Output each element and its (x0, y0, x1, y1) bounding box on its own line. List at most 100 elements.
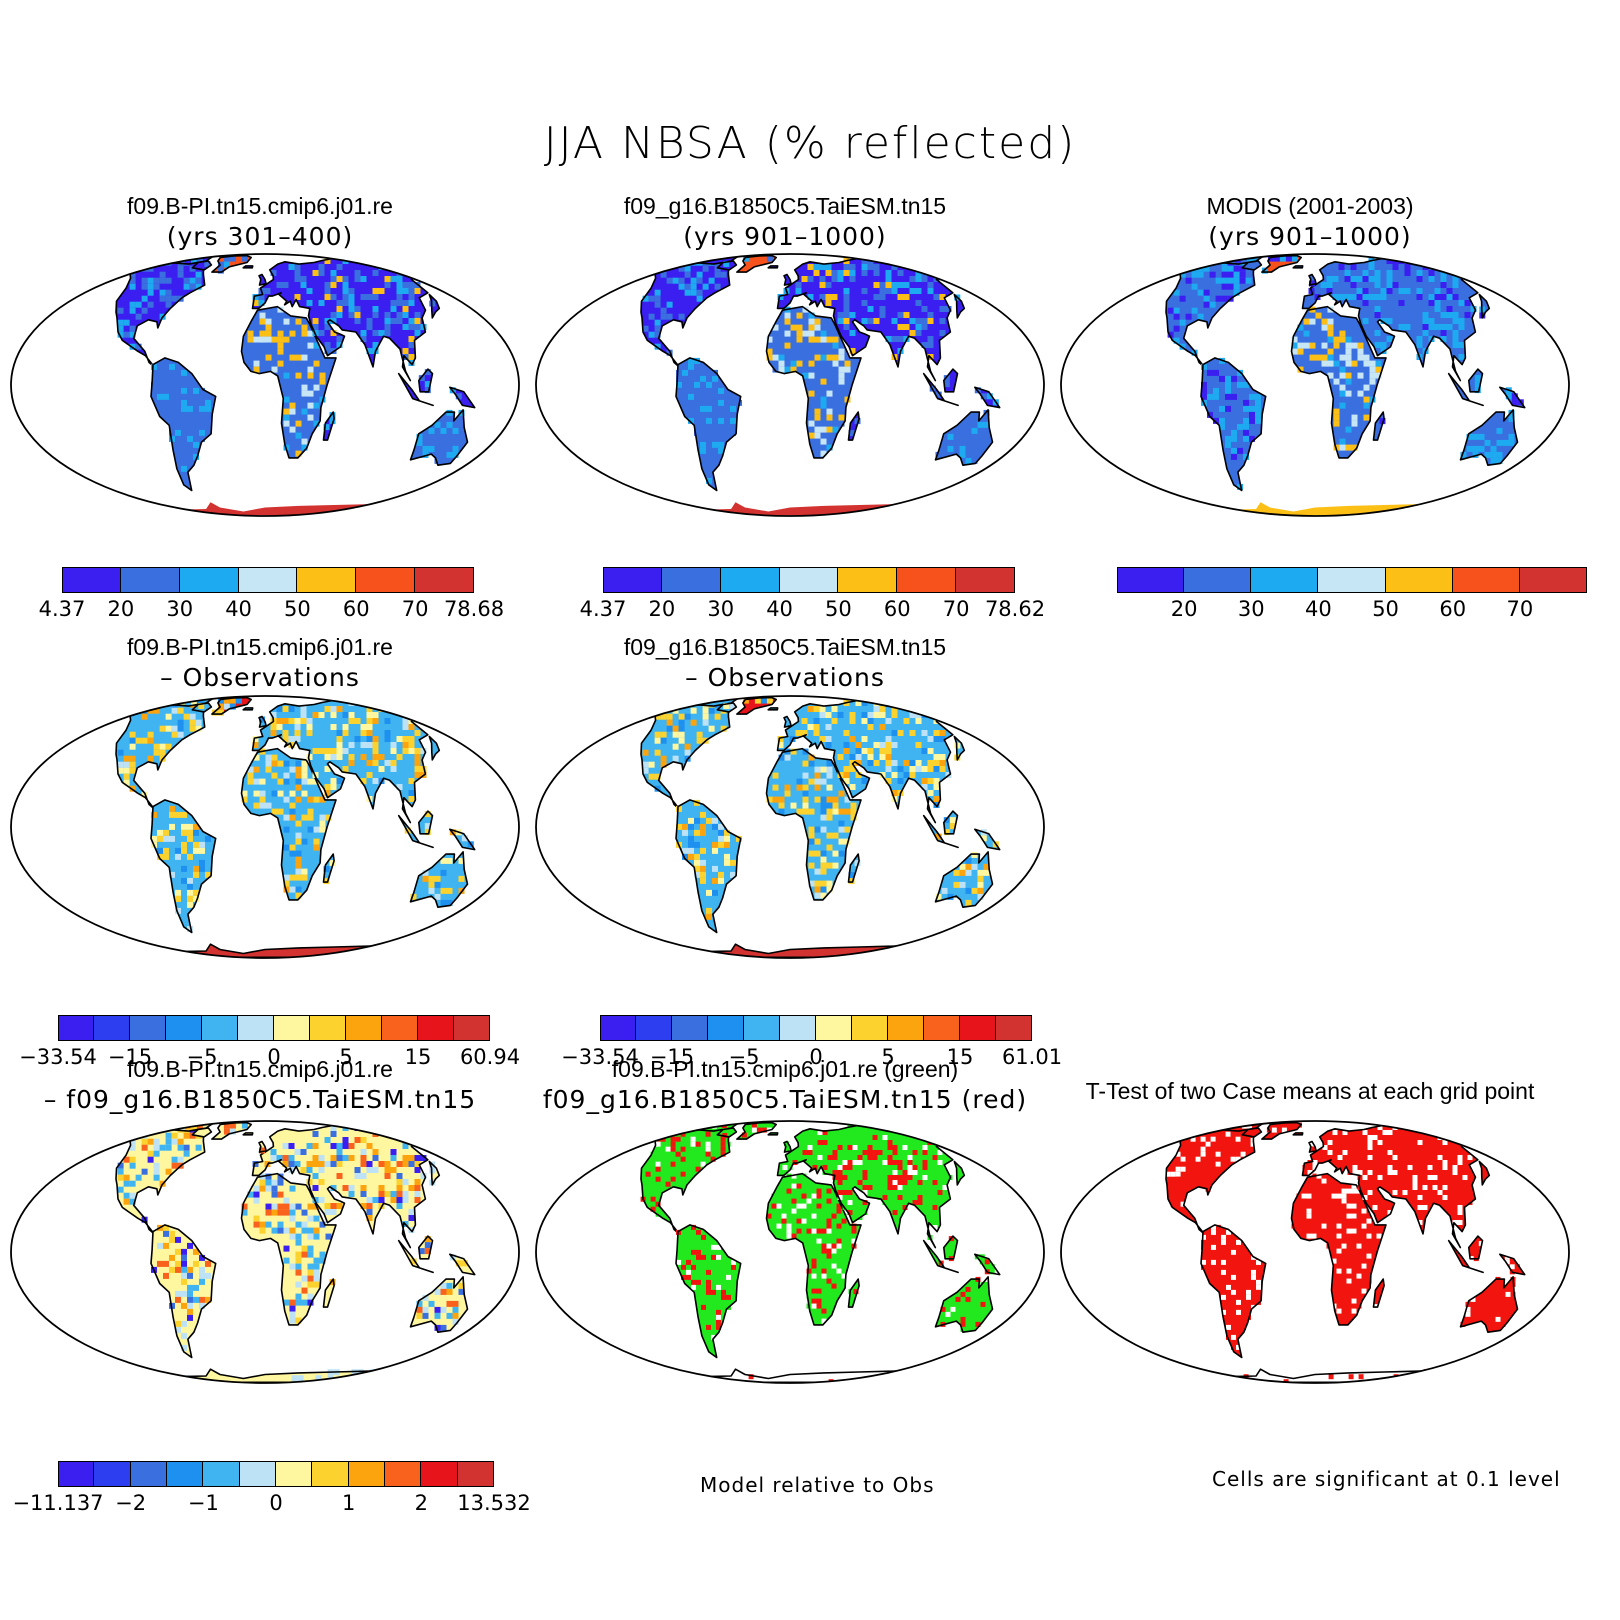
colorbar-box (312, 1461, 349, 1487)
colorbar-box (1251, 567, 1319, 593)
colorbar-box (720, 567, 780, 593)
colorbar-tick-label: 60.94 (459, 1045, 521, 1069)
colorbar-tick-label: 60 (1439, 597, 1467, 621)
colorbar-tick-label: 15 (404, 1045, 432, 1069)
colorbar-box (1519, 567, 1587, 593)
colorbar-tick-label: −11.137 (12, 1491, 104, 1515)
map-boundary (10, 1120, 520, 1384)
colorbar-tick-label: −33.54 (561, 1045, 639, 1069)
colorbar-box (167, 1461, 204, 1487)
colorbar-tick-label: 60 (883, 597, 911, 621)
map-panel-8 (535, 1120, 1045, 1384)
colorbar-box (274, 1015, 310, 1041)
map-panel-2 (535, 253, 1045, 517)
map-panel-1 (10, 253, 520, 517)
land-nz (1505, 463, 1534, 479)
map-boundary (535, 253, 1045, 517)
colorbar-box (1184, 567, 1252, 593)
colorbar-box (202, 1015, 238, 1041)
colorbar-tick-label: −15 (107, 1045, 153, 1069)
colorbar-box (603, 567, 662, 593)
colorbar-tick-label: 0 (267, 1045, 281, 1069)
colorbar-box (276, 1461, 313, 1487)
colorbar-box (600, 1015, 636, 1041)
colorbar-box (310, 1015, 346, 1041)
map-panel-7 (10, 1120, 520, 1384)
colorbar-tick-label: 13.532 (457, 1491, 531, 1515)
colorbar-box (421, 1461, 458, 1487)
land-nz (455, 463, 484, 479)
colorbar-tick-label: 20 (107, 597, 135, 621)
panel-1-subtitle: (yrs 301–400) (166, 222, 354, 251)
colorbar-box (385, 1461, 422, 1487)
map-panel-9 (1060, 1120, 1570, 1384)
colorbar-tick-label: 50 (284, 597, 311, 621)
colorbar-box (661, 567, 721, 593)
panel-9-title: T-Test of two Case means at each grid po… (1085, 1078, 1535, 1104)
colorbar-tick-label: 4.37 (579, 597, 627, 621)
colorbar-box (852, 1015, 888, 1041)
colorbar-tick-label: 5 (881, 1045, 895, 1069)
colorbar-box (297, 567, 357, 593)
colorbar-box (1318, 567, 1386, 593)
colorbar-panel-1: 4.37 20 30 40 50 60 70 78.68 (39, 567, 504, 621)
colorbar-box (1452, 567, 1520, 593)
colorbar-box (346, 1015, 382, 1041)
land-nz (980, 1330, 1009, 1346)
map-boundary (1060, 1120, 1570, 1384)
land-newguinea (449, 387, 475, 408)
land-antarctica (1173, 502, 1449, 516)
colorbar-tick-label: 50 (825, 597, 852, 621)
colorbar-box (166, 1015, 202, 1041)
colorbar-tick-label: 78.68 (443, 597, 505, 621)
colorbar-tick-label: 70 (942, 597, 970, 621)
colorbar-box (94, 1015, 130, 1041)
colorbar-tick-label: 20 (648, 597, 676, 621)
map-boundary (10, 253, 520, 517)
colorbar-tick-label: 0 (269, 1491, 283, 1515)
panel-2-subtitle: (yrs 901–1000) (683, 222, 887, 251)
colorbar-box (708, 1015, 744, 1041)
colorbar-tick-label: 61.01 (1001, 1045, 1063, 1069)
colorbar-box (816, 1015, 852, 1041)
colorbar-tick-label: 40 (225, 597, 252, 621)
colorbar-box (62, 567, 121, 593)
panel-4-title: f09.B-PI.tn15.cmip6.j01.re (127, 634, 393, 660)
panel-3-title: MODIS (2001-2003) (1206, 193, 1414, 219)
colorbar-box (672, 1015, 708, 1041)
colorbar-box (924, 1015, 960, 1041)
land-antarctica (648, 502, 924, 516)
colorbar-box (238, 567, 298, 593)
panel-3-subtitle: (yrs 901–1000) (1208, 222, 1412, 251)
colorbar-box (130, 1461, 167, 1487)
colorbar-box (382, 1015, 418, 1041)
colorbar-box (415, 567, 474, 593)
colorbar-tick-label: 70 (401, 597, 429, 621)
colorbar-tick-label: −33.54 (19, 1045, 97, 1069)
colorbar-tick-label: −1 (187, 1491, 219, 1515)
colorbar-box (203, 1461, 240, 1487)
colorbar-tick-label: 5 (339, 1045, 353, 1069)
colorbar-tick-label: 20 (1170, 597, 1198, 621)
colorbar-box (94, 1461, 131, 1487)
colorbar-tick-label: 30 (1237, 597, 1265, 621)
colorbar-tick-label: 0 (809, 1045, 823, 1069)
colorbar-box (348, 1461, 385, 1487)
colorbar-tick-label: 30 (707, 597, 735, 621)
colorbar-tick-label: 40 (1305, 597, 1332, 621)
compare-note: Model relative to Obs (700, 1473, 935, 1497)
colorbar-box (1385, 567, 1453, 593)
colorbar-tick-label: 50 (1372, 597, 1399, 621)
land-nz (980, 905, 1009, 921)
colorbar-box (58, 1015, 94, 1041)
colorbar-panel-4: −33.54 −15 −5 0 5 15 60.94 (19, 1015, 520, 1069)
panel-1-title: f09.B-PI.tn15.cmip6.j01.re (127, 193, 393, 219)
map-panel-4 (10, 695, 520, 959)
ttest-note: Cells are significant at 0.1 level (1212, 1467, 1561, 1491)
land-antarctica (123, 502, 399, 516)
map-panel-5 (535, 695, 1045, 959)
map-boundary (535, 695, 1045, 959)
colorbar-panel-7: −11.137 −2 −1 0 1 2 13.532 (12, 1461, 531, 1515)
colorbar-box (356, 567, 416, 593)
colorbar-tick-label: 70 (1506, 597, 1534, 621)
